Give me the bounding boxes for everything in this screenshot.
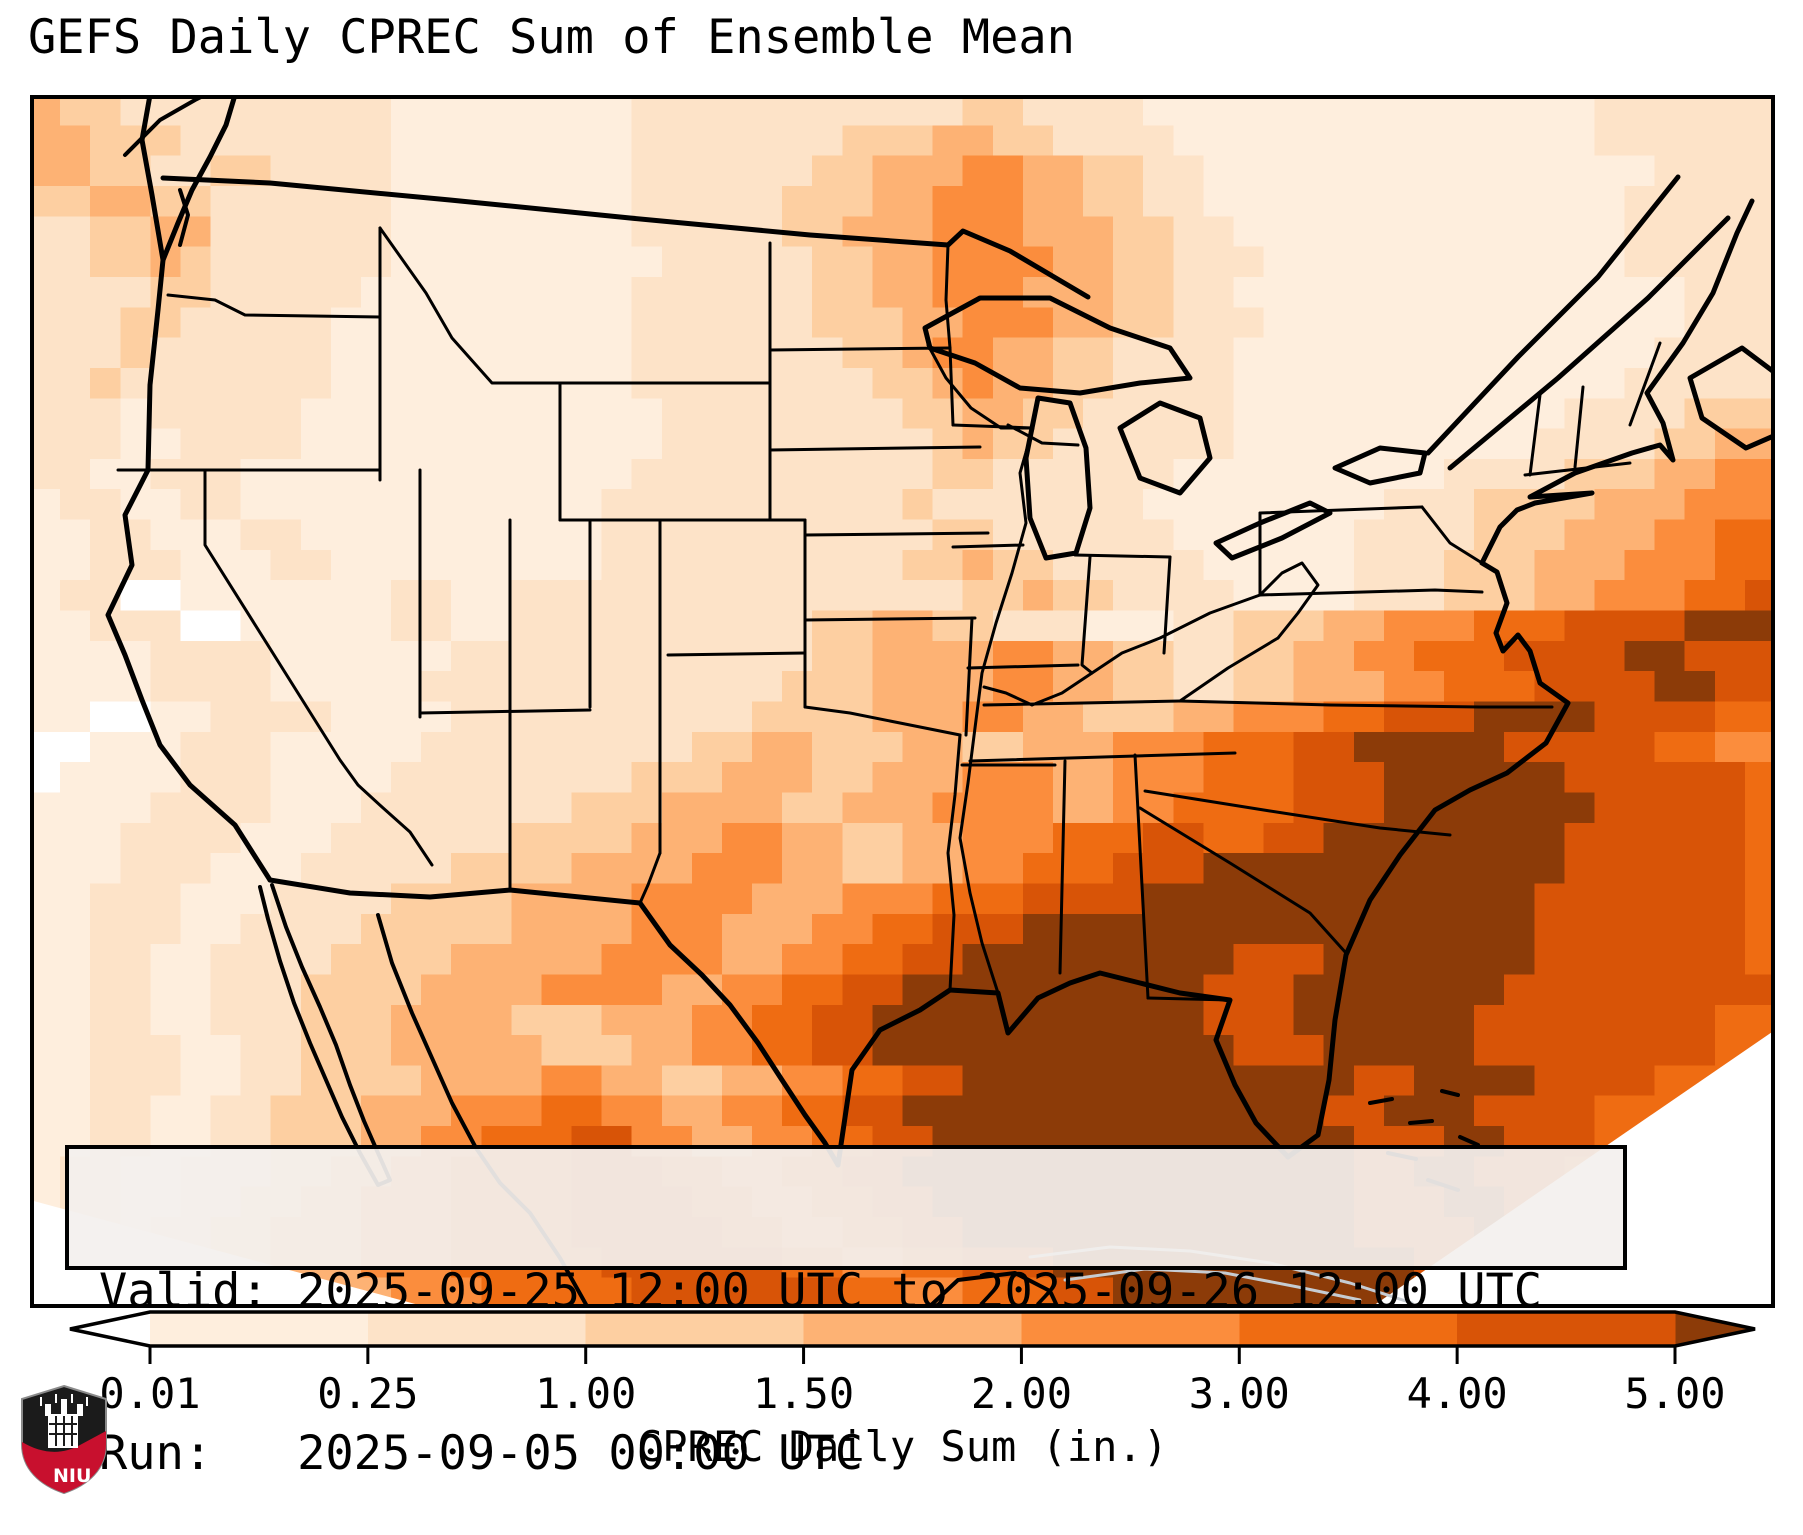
page-title: GEFS Daily CPREC Sum of Ensemble Mean	[28, 10, 1075, 65]
valid-line: Valid: 2025-09-25 12:00 UTC to 2025-09-26…	[99, 1265, 1623, 1319]
run-line: Run: 2025-09-05 00:00 UTC	[99, 1427, 1623, 1481]
niu-shield-icon: NIU	[21, 1384, 107, 1495]
run-label: Run:	[99, 1426, 213, 1481]
colorbar-canvas: 0.01 0.25 1.00 1.50 2.00 3.00 4.00 5.00	[69, 1310, 1756, 1418]
validity-info-box: Valid: 2025-09-25 12:00 UTC to 2025-09-26…	[65, 1145, 1627, 1481]
colorbar-axis-label: CPREC Daily Sum (in.)	[636, 1422, 1168, 1471]
colorbar-tick-label: 3.00	[1189, 1369, 1290, 1418]
colorbar-tick-label: 1.00	[535, 1369, 636, 1418]
colorbar-tick-label: 2.00	[971, 1369, 1072, 1418]
run-value: 2025-09-05 00:00 UTC	[297, 1426, 863, 1481]
colorbar-tick-label: 5.00	[1624, 1369, 1725, 1418]
niu-logo: NIU	[18, 1384, 110, 1496]
valid-label: Valid:	[99, 1264, 269, 1319]
colorbar: 0.01 0.25 1.00 1.50 2.00 3.00 4.00 5.00	[30, 1300, 1775, 1500]
valid-value: 2025-09-25 12:00 UTC to 2025-09-26 12:00…	[297, 1264, 1543, 1319]
map-panel	[30, 95, 1775, 1308]
map-canvas	[30, 95, 1775, 1308]
colorbar-tick-label: 0.25	[317, 1369, 418, 1418]
colorbar-tick-label: 0.01	[99, 1369, 200, 1418]
niu-logo-text: NIU	[53, 1465, 91, 1487]
colorbar-tick-label: 4.00	[1407, 1369, 1508, 1418]
colorbar-tick-label: 1.50	[753, 1369, 854, 1418]
